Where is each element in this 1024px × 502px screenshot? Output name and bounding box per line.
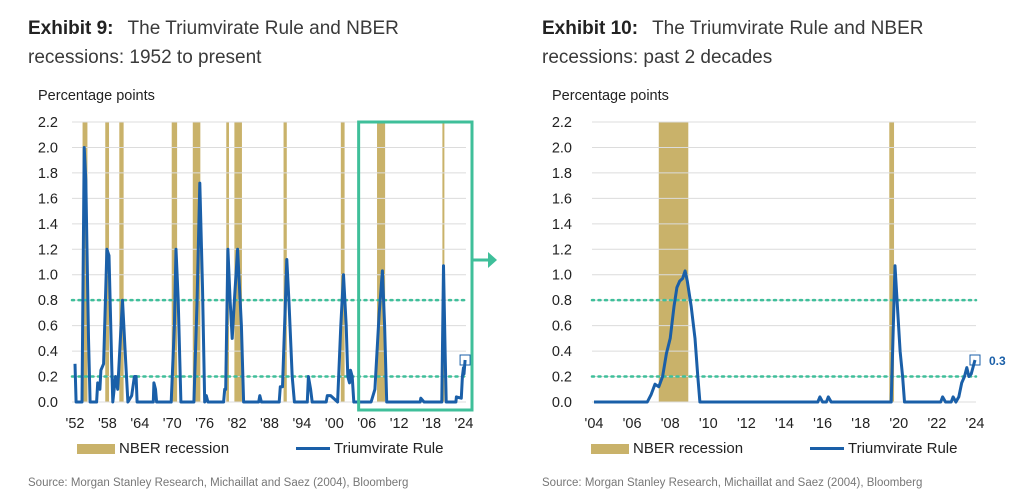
x-tick-label: '08 xyxy=(661,416,680,432)
y-tick-label: 1.0 xyxy=(552,268,572,284)
legend-recession: NBER recession xyxy=(77,440,229,457)
legend-label: Triumvirate Rule xyxy=(848,440,958,457)
exhibit-number: Exhibit 9: xyxy=(28,18,114,39)
y-tick-label: 0.8 xyxy=(38,293,58,309)
y-tick-label: 0.6 xyxy=(552,319,572,335)
y-tick-label: 0.4 xyxy=(38,344,58,360)
recession-bar xyxy=(658,122,689,402)
x-tick-label: '88 xyxy=(260,416,279,432)
y-tick-label: 1.6 xyxy=(552,191,572,207)
chart-title: Exhibit 9: The Triumvirate Rule and NBER … xyxy=(28,14,498,72)
y-tick-label: 1.8 xyxy=(552,166,572,182)
y-tick-label: 0.4 xyxy=(552,344,572,360)
legend-label: Triumvirate Rule xyxy=(334,440,444,457)
y-tick-label: 2.2 xyxy=(552,115,572,131)
x-tick-label: '10 xyxy=(699,416,718,432)
legend-recession: NBER recession xyxy=(591,440,743,457)
recession-bar xyxy=(377,122,386,402)
last-value-marker xyxy=(969,354,981,366)
recession-bar xyxy=(119,122,124,402)
title-text: The Triumvirate Rule and NBER recessions… xyxy=(542,18,924,68)
recession-bar xyxy=(283,122,287,402)
legend-label: NBER recession xyxy=(119,440,230,457)
recession-bar xyxy=(82,122,88,402)
arrow-right-icon xyxy=(488,252,497,268)
y-tick-label: 1.4 xyxy=(38,217,58,233)
x-tick-label: '18 xyxy=(851,416,870,432)
x-tick-label: '12 xyxy=(737,416,756,432)
x-tick-label: '82 xyxy=(228,416,247,432)
y-tick-label: 0.0 xyxy=(38,395,58,411)
y-tick-label: 1.8 xyxy=(38,166,58,182)
recession-bar xyxy=(340,122,345,402)
x-tick-label: '76 xyxy=(195,416,214,432)
y-tick-label: 0.0 xyxy=(552,395,572,411)
series-line xyxy=(73,146,467,404)
exhibit-10-panel: Exhibit 10: The Triumvirate Rule and NBER… xyxy=(514,0,1024,502)
x-tick-label: '58 xyxy=(98,416,117,432)
x-tick-label: '18 xyxy=(422,416,441,432)
x-tick-label: '22 xyxy=(927,416,946,432)
x-tick-label: '16 xyxy=(813,416,832,432)
x-tick-label: '24 xyxy=(966,416,985,432)
recession-swatch xyxy=(77,443,115,454)
x-tick-label: '00 xyxy=(325,416,344,432)
y-tick-label: 0.2 xyxy=(552,370,572,386)
y-tick-label: 1.2 xyxy=(552,242,572,258)
source-note: Source: Morgan Stanley Research, Michail… xyxy=(542,477,923,489)
x-tick-label: '52 xyxy=(66,416,85,432)
y-tick-label: 1.6 xyxy=(38,191,58,207)
chart-exhibit-9: 0.0 0.2 0.4 0.6 0.8 1.0 1.2 1.4 1.6 1.8 2.0 2.2 '52 '… xyxy=(38,115,497,432)
x-tick-label: '20 xyxy=(889,416,908,432)
exhibit-number: Exhibit 10: xyxy=(542,18,639,39)
legend-series: Triumvirate Rule xyxy=(296,440,443,457)
source-note: Source: Morgan Stanley Research, Michail… xyxy=(28,477,409,489)
last-value-label: 0.3 xyxy=(989,354,1006,368)
y-tick-label: 0.6 xyxy=(38,319,58,335)
x-tick-label: '04 xyxy=(585,416,604,432)
series-swatch xyxy=(296,447,330,450)
y-axis-label: Percentage points xyxy=(38,88,155,104)
x-tick-label: '70 xyxy=(163,416,182,432)
x-tick-label: '14 xyxy=(775,416,794,432)
legend-label: NBER recession xyxy=(633,440,744,457)
exhibit-9-panel: Exhibit 9: The Triumvirate Rule and NBER … xyxy=(28,14,498,489)
y-tick-label: 1.0 xyxy=(38,268,58,284)
x-tick-label: '24 xyxy=(455,416,474,432)
chart-exhibit-10: 0.0 0.2 0.4 0.6 0.8 1.0 1.2 1.4 1.6 1.8 2.0 2.2 '04 '… xyxy=(552,115,1006,432)
x-tick-label: '94 xyxy=(292,416,311,432)
chart-title: Exhibit 10: The Triumvirate Rule and NBER… xyxy=(542,14,1012,72)
x-tick-label: '12 xyxy=(390,416,409,432)
x-tick-label: '06 xyxy=(623,416,642,432)
y-tick-label: 2.2 xyxy=(38,115,58,131)
recession-bar xyxy=(442,122,445,402)
highlight-box xyxy=(357,120,474,412)
recession-bar xyxy=(889,122,895,402)
series-line xyxy=(594,264,977,404)
title-text: The Triumvirate Rule and NBER recessions… xyxy=(28,18,399,68)
legend-series: Triumvirate Rule xyxy=(810,440,957,457)
last-value-marker xyxy=(459,354,471,366)
y-tick-label: 0.2 xyxy=(38,370,58,386)
y-tick-label: 1.2 xyxy=(38,242,58,258)
y-axis-label: Percentage points xyxy=(552,88,669,104)
y-tick-label: 0.8 xyxy=(552,293,572,309)
y-tick-label: 2.0 xyxy=(38,140,58,156)
recession-swatch xyxy=(591,443,629,454)
series-swatch xyxy=(810,447,844,450)
y-tick-label: 2.0 xyxy=(552,140,572,156)
x-tick-label: '64 xyxy=(130,416,149,432)
y-tick-label: 1.4 xyxy=(552,217,572,233)
x-tick-label: '06 xyxy=(357,416,376,432)
